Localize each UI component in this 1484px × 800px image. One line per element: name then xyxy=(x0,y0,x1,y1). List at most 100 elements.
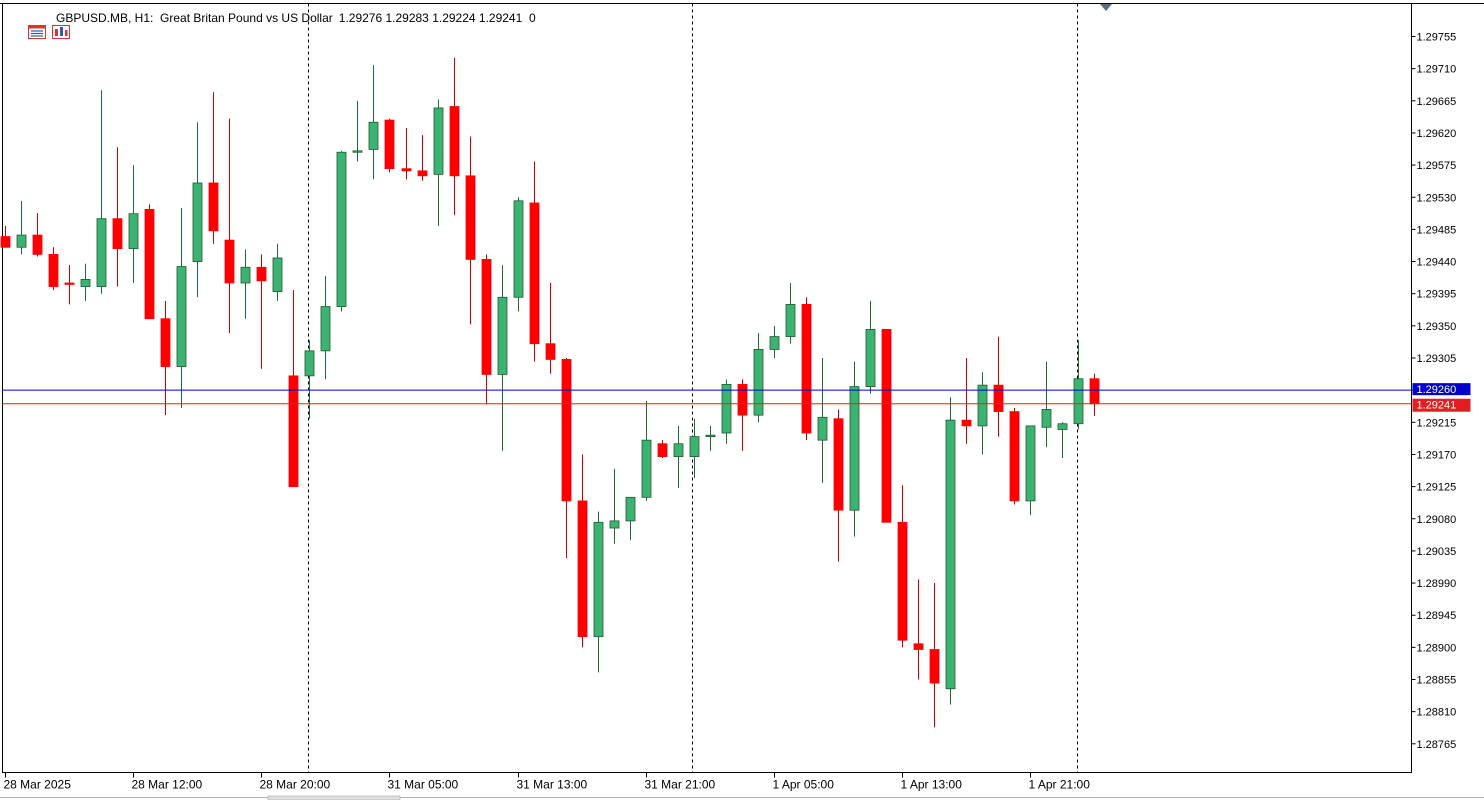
chart-list-icon[interactable] xyxy=(8,11,47,39)
y-tick-label: 1.29485 xyxy=(1417,224,1457,236)
candle[interactable] xyxy=(465,136,476,325)
candle[interactable] xyxy=(64,265,75,305)
candle[interactable] xyxy=(945,397,956,705)
chart-settings-icon[interactable] xyxy=(32,11,71,39)
candle[interactable] xyxy=(641,400,652,501)
candle[interactable] xyxy=(561,358,572,559)
candle[interactable] xyxy=(593,511,604,673)
candle[interactable] xyxy=(817,358,828,484)
candle[interactable] xyxy=(144,204,155,320)
candle[interactable] xyxy=(657,440,668,459)
candle[interactable] xyxy=(1073,340,1084,430)
y-tick-label: 1.29440 xyxy=(1417,257,1457,269)
candle[interactable] xyxy=(881,329,892,523)
y-tick-label: 1.29395 xyxy=(1417,289,1457,301)
candle[interactable] xyxy=(112,147,123,287)
candle[interactable] xyxy=(1009,408,1020,505)
candle[interactable] xyxy=(240,249,251,319)
candle[interactable] xyxy=(849,361,860,537)
candle[interactable] xyxy=(80,263,91,301)
candle-body xyxy=(625,496,636,522)
candle[interactable] xyxy=(96,90,107,294)
candle[interactable] xyxy=(288,290,299,488)
candle[interactable] xyxy=(368,65,379,180)
candle[interactable] xyxy=(545,282,556,374)
candle[interactable] xyxy=(160,300,171,416)
candle[interactable] xyxy=(16,200,27,255)
candle[interactable] xyxy=(897,485,908,648)
horizontal-scrollbar-thumb[interactable] xyxy=(267,795,401,800)
candle[interactable] xyxy=(673,425,684,489)
candle[interactable] xyxy=(513,197,524,312)
shift-marker-icon[interactable] xyxy=(1100,4,1112,11)
candle[interactable] xyxy=(272,243,283,301)
candle[interactable] xyxy=(785,282,796,344)
candle[interactable] xyxy=(977,372,988,455)
candle[interactable] xyxy=(48,247,59,291)
candle[interactable] xyxy=(497,265,508,451)
candle[interactable] xyxy=(529,161,540,362)
candle-body xyxy=(481,259,492,375)
candle[interactable] xyxy=(993,336,1004,437)
candle[interactable] xyxy=(577,454,588,648)
candle[interactable] xyxy=(0,225,11,248)
candle[interactable] xyxy=(128,165,139,283)
candle[interactable] xyxy=(1041,361,1052,448)
candle-body xyxy=(673,443,684,457)
x-tick-label: 28 Mar 12:00 xyxy=(132,778,203,792)
candle[interactable] xyxy=(433,99,444,226)
candle-body xyxy=(208,182,219,232)
candle[interactable] xyxy=(737,379,748,451)
candle[interactable] xyxy=(609,468,620,544)
candle[interactable] xyxy=(705,425,716,451)
x-tick-label: 31 Mar 21:00 xyxy=(645,778,716,792)
candle[interactable] xyxy=(625,496,636,541)
candle[interactable] xyxy=(1057,422,1068,459)
candle[interactable] xyxy=(689,418,700,479)
candle[interactable] xyxy=(769,325,780,358)
y-tick-label: 1.29170 xyxy=(1417,449,1457,461)
candle[interactable] xyxy=(929,583,940,728)
candle-body xyxy=(144,208,155,320)
candle[interactable] xyxy=(721,379,732,444)
candle-body xyxy=(240,266,251,284)
candle-body xyxy=(433,107,444,175)
candle[interactable] xyxy=(320,275,331,380)
candle[interactable] xyxy=(417,135,428,181)
candle[interactable] xyxy=(208,92,219,244)
candle[interactable] xyxy=(192,122,203,298)
candle[interactable] xyxy=(833,409,844,562)
plot-area[interactable] xyxy=(2,3,1412,773)
candle[interactable] xyxy=(224,118,235,333)
candle[interactable] xyxy=(1025,425,1036,516)
candle[interactable] xyxy=(753,332,764,423)
candle[interactable] xyxy=(384,118,395,173)
candle[interactable] xyxy=(481,254,492,405)
y-tick-label: 1.29620 xyxy=(1417,128,1457,140)
candle-body xyxy=(304,350,315,377)
candle-body xyxy=(1089,378,1100,405)
candle-body xyxy=(849,386,860,511)
bid-price-tag-label: 1.29241 xyxy=(1417,400,1457,412)
bid-price-tag-bg xyxy=(1412,398,1471,412)
candle[interactable] xyxy=(801,297,812,441)
candle[interactable] xyxy=(352,100,363,162)
candle-body xyxy=(352,150,363,153)
candle[interactable] xyxy=(32,212,43,257)
candle[interactable] xyxy=(304,340,315,419)
candle[interactable] xyxy=(961,358,972,444)
candle[interactable] xyxy=(865,300,876,394)
candle[interactable] xyxy=(401,127,412,180)
candle-body xyxy=(497,296,508,375)
candle[interactable] xyxy=(336,150,347,312)
candle[interactable] xyxy=(449,57,460,216)
candle[interactable] xyxy=(256,254,267,369)
y-tick-label: 1.28900 xyxy=(1417,642,1457,654)
candle[interactable] xyxy=(176,207,187,409)
x-tick-label: 31 Mar 13:00 xyxy=(517,778,588,792)
candle-body xyxy=(80,279,91,287)
candle[interactable] xyxy=(913,579,924,680)
candle[interactable] xyxy=(1089,373,1100,416)
